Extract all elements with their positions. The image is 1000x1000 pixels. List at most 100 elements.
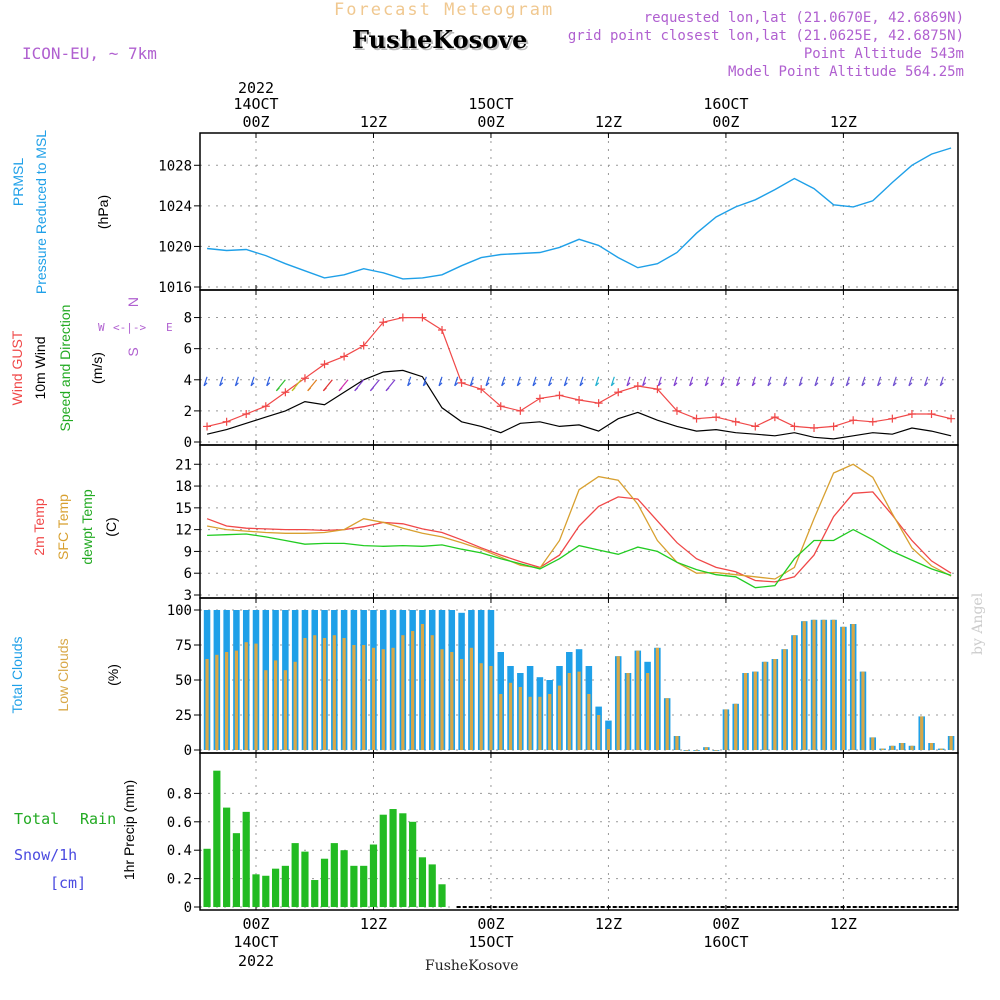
rain-bar [330,843,338,907]
wind-label: 10m Wind [32,336,48,399]
low-cloud-bar [841,626,845,750]
precip-total-label: Total [14,810,59,828]
wind-arrow [924,376,929,386]
pressure-line [207,147,952,280]
wind-arrow [704,376,709,386]
y-tick-label: 9 [184,544,192,560]
low-cloud-bar [538,696,542,750]
rain-bar [340,850,348,907]
precip-snow-unit: [cm] [50,874,86,892]
wind-arrow [767,376,772,386]
rain-bar [409,821,417,907]
temp-unit-label: (C) [103,517,119,536]
wind-arrowhead [438,382,443,387]
gust-marker [849,416,858,425]
low-cloud-bar [332,635,336,750]
compass-south: S [125,347,141,356]
wind-arrowhead [924,382,929,387]
wind-arrow [877,376,882,386]
gust-marker [575,396,584,404]
sfc-temp-label: SFC Temp [55,494,71,560]
wind-arrowhead [892,382,897,387]
y-tick-label: 21 [175,457,192,473]
low-cloud-bar [469,647,473,750]
wind-arrowhead [469,382,474,387]
dewpoint-label: dewpt Temp [79,489,95,564]
wind-arrow [454,376,459,386]
low-cloud-bar [420,624,425,750]
gust-marker [692,414,701,423]
low-cloud-bar [753,671,757,750]
wind-arrowhead [422,382,427,387]
wind-arrowhead [798,382,803,387]
low-cloud-bar [381,649,385,750]
closest-coords: grid point closest lon,lat (21.0625E, 42… [567,28,964,44]
low-cloud-bar [577,671,581,750]
wind-arrow [720,376,725,386]
y-tick-label: 0 [184,900,192,916]
gust-marker [379,318,388,327]
gust-marker [907,410,916,418]
low-cloud-bar [783,649,787,750]
rain-bar [203,848,211,907]
gust-marker [281,388,290,397]
wind-arrow [407,376,412,386]
y-tick-label: 25 [175,708,192,724]
low-cloud-bar [616,656,620,750]
compass-east: E [166,321,173,334]
wind-arrow [657,376,662,386]
wind-arrow [626,376,631,386]
rain-bar [271,868,280,907]
low-cloud-bar [890,745,894,750]
gust-marker [340,352,349,361]
bottom-hour-label: 00Z [242,915,269,933]
wind-arrow [673,376,678,386]
wind-arrow [203,376,208,386]
low-cloud-bar [626,673,630,750]
gust-marker [438,326,447,334]
rain-bar [281,865,289,907]
low-cloud-bar [499,694,503,750]
low-cloud-bar [430,635,434,750]
low-cloud-bar [401,635,405,750]
gust-marker [594,399,603,408]
wind-arrowhead [485,382,490,387]
wind-arrowhead [407,382,412,387]
rain-bar [350,865,358,907]
wind-direction-label: Speed and Direction [57,305,73,432]
low-cloud-bar [489,666,493,750]
rain-bar [262,875,270,907]
wind-arrowhead [704,382,709,387]
wind-arrowhead [845,382,850,387]
low-cloud-bar [215,654,219,750]
low-cloud-bar [479,663,483,750]
bottom-date-label: 15OCT [468,933,513,951]
precip-snow-label: Snow/1h [14,846,77,864]
low-clouds-label: Low Clouds [55,638,71,711]
y-tick-label: 0.6 [167,815,192,831]
compass-west: W [98,321,105,334]
rain-bar [320,858,329,907]
wind-arrowhead [532,382,537,387]
gust-marker [633,382,642,390]
low-cloud-bar [773,659,777,750]
low-cloud-bar [254,643,258,750]
low-cloud-bar [694,750,699,751]
low-cloud-bar [606,729,611,750]
low-cloud-bar [459,659,464,750]
wind-arrow [563,376,568,386]
pressure-label-long: Pressure Reduced to MSL [33,130,49,294]
wind-arrow [610,376,615,386]
bottom-date-label: 16OCT [703,933,748,951]
panel-frame [199,289,959,446]
wind-arrow [736,376,741,386]
y-tick-label: 2 [184,404,192,420]
gust-line [206,317,952,429]
gust-marker [418,313,427,322]
rain-bar [213,770,221,907]
wind-arrow [892,376,897,386]
low-cloud-bar [851,624,855,750]
wind-arrow [595,376,600,386]
low-cloud-bar [557,685,562,750]
